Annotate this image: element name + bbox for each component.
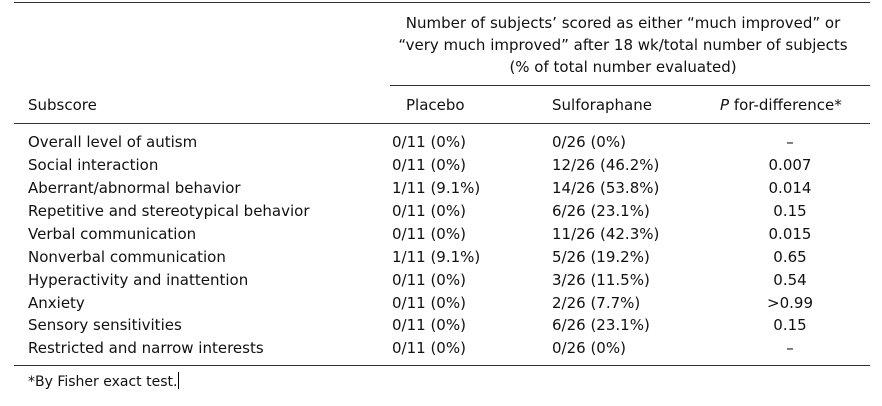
sulforaphane-cell: 6/26 (23.1%) xyxy=(552,202,650,220)
column-header-subscore: Subscore xyxy=(28,96,97,114)
group-header-rule xyxy=(390,85,870,86)
table-row: Nonverbal communication 1/11 (9.1%) 5/26… xyxy=(14,246,870,269)
placebo-cell: 1/11 (9.1%) xyxy=(392,179,481,197)
table-row: Social interaction 0/11 (0%) 12/26 (46.2… xyxy=(14,154,870,177)
table-row: Hyperactivity and inattention 0/11 (0%) … xyxy=(14,269,870,292)
sulforaphane-cell: 12/26 (46.2%) xyxy=(552,156,660,174)
column-header-rule xyxy=(14,123,870,124)
bottom-rule xyxy=(14,365,870,366)
sulforaphane-cell: 0/26 (0%) xyxy=(552,133,626,151)
sulforaphane-cell: 3/26 (11.5%) xyxy=(552,271,650,289)
subscore-cell: Verbal communication xyxy=(28,225,197,243)
table-row: Repetitive and stereotypical behavior 0/… xyxy=(14,200,870,223)
footnote-text: *By Fisher exact test. xyxy=(28,374,178,390)
column-header-p-value: P for-difference* xyxy=(720,94,842,116)
sulforaphane-cell: 6/26 (23.1%) xyxy=(552,316,650,334)
table-row: Sensory sensitivities 0/11 (0%) 6/26 (23… xyxy=(14,314,870,337)
column-header-placebo: Placebo xyxy=(406,96,465,114)
placebo-cell: 0/11 (0%) xyxy=(392,294,466,312)
results-table: Number of subjects’ scored as either “mu… xyxy=(14,0,870,406)
subscore-cell: Restricted and narrow interests xyxy=(28,339,264,357)
table-row: Aberrant/abnormal behavior 1/11 (9.1%) 1… xyxy=(14,177,870,200)
group-header: Number of subjects’ scored as either “mu… xyxy=(398,14,848,76)
placebo-cell: 1/11 (9.1%) xyxy=(392,248,481,266)
placebo-cell: 0/11 (0%) xyxy=(392,202,466,220)
placebo-cell: 0/11 (0%) xyxy=(392,156,466,174)
subscore-cell: Sensory sensitivities xyxy=(28,316,182,334)
subscore-cell: Social interaction xyxy=(28,156,159,174)
subscore-cell: Nonverbal communication xyxy=(28,248,226,266)
p-value-cell: 0.007 xyxy=(768,156,812,174)
p-value-cell: 0.014 xyxy=(768,179,812,197)
p-value-cell: 0.015 xyxy=(768,225,812,243)
column-header-p-letter: P xyxy=(720,96,730,114)
subscore-cell: Repetitive and stereotypical behavior xyxy=(28,202,310,220)
subscore-cell: Overall level of autism xyxy=(28,133,198,151)
subscore-cell: Anxiety xyxy=(28,294,85,312)
sulforaphane-cell: 5/26 (19.2%) xyxy=(552,248,650,266)
placebo-cell: 0/11 (0%) xyxy=(392,339,466,357)
sulforaphane-cell: 2/26 (7.7%) xyxy=(552,294,641,312)
p-value-cell: 0.65 xyxy=(773,248,807,266)
p-value-cell: – xyxy=(786,133,794,151)
sulforaphane-cell: 14/26 (53.8%) xyxy=(552,179,660,197)
p-value-cell: 0.54 xyxy=(773,271,807,289)
p-value-cell: – xyxy=(786,339,794,357)
column-header-p-text: for-difference* xyxy=(729,96,842,114)
table-row: Anxiety 0/11 (0%) 2/26 (7.7%) >0.99 xyxy=(14,292,870,315)
top-rule xyxy=(14,2,870,3)
table-row: Restricted and narrow interests 0/11 (0%… xyxy=(14,337,870,360)
sulforaphane-cell: 11/26 (42.3%) xyxy=(552,225,660,243)
text-cursor xyxy=(178,372,180,389)
p-value-cell: >0.99 xyxy=(767,294,813,312)
p-value-cell: 0.15 xyxy=(773,202,807,220)
column-header-sulforaphane: Sulforaphane xyxy=(552,96,652,114)
table-row: Verbal communication 0/11 (0%) 11/26 (42… xyxy=(14,223,870,246)
sulforaphane-cell: 0/26 (0%) xyxy=(552,339,626,357)
subscore-cell: Hyperactivity and inattention xyxy=(28,271,249,289)
placebo-cell: 0/11 (0%) xyxy=(392,271,466,289)
placebo-cell: 0/11 (0%) xyxy=(392,225,466,243)
subscore-cell: Aberrant/abnormal behavior xyxy=(28,179,241,197)
placebo-cell: 0/11 (0%) xyxy=(392,316,466,334)
footnote: *By Fisher exact test. xyxy=(28,372,180,392)
placebo-cell: 0/11 (0%) xyxy=(392,133,466,151)
table-row: Overall level of autism 0/11 (0%) 0/26 (… xyxy=(14,131,870,154)
p-value-cell: 0.15 xyxy=(773,316,807,334)
